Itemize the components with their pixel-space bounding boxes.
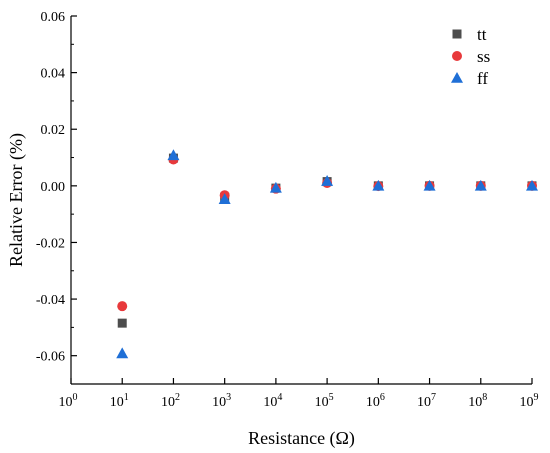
x-tick-label: 100 xyxy=(59,392,78,410)
x-axis-title: Resistance (Ω) xyxy=(248,428,355,449)
x-tick-label: 106 xyxy=(366,392,385,410)
y-tick-label: 0.06 xyxy=(41,10,66,25)
x-tick-label: 108 xyxy=(468,392,487,410)
point-ff xyxy=(423,179,436,191)
legend-marker-tt xyxy=(452,29,462,39)
y-tick-label: 0.00 xyxy=(41,180,66,195)
x-tick-label: 101 xyxy=(110,392,129,410)
x-tick-label: 107 xyxy=(417,392,436,410)
legend-label-ff: ff xyxy=(477,69,488,88)
y-tick-label: -0.06 xyxy=(36,350,65,365)
x-tick-label: 105 xyxy=(315,392,334,410)
y-tick-label: 0.04 xyxy=(41,67,66,82)
point-ff xyxy=(218,193,231,204)
point-ff xyxy=(321,175,334,186)
point-ff xyxy=(372,179,385,191)
legend-label-ss: ss xyxy=(477,47,490,66)
legend-label-tt: tt xyxy=(477,25,487,44)
legend-marker-ff xyxy=(451,72,463,83)
x-tick-label: 103 xyxy=(212,392,231,410)
y-axis-title: Relative Error (%) xyxy=(6,133,27,267)
legend-marker-ss xyxy=(452,51,462,61)
point-ff xyxy=(167,149,180,161)
y-tick-label: -0.02 xyxy=(36,236,65,251)
data-points xyxy=(116,149,538,359)
y-tick-label: 0.02 xyxy=(41,123,66,138)
axes: -0.06 -0.04 -0.02 0.00 0.02 0.04 0.06 100 101 102… xyxy=(36,10,539,410)
y-tick-label: -0.04 xyxy=(36,293,65,308)
point-ff xyxy=(526,179,538,191)
point-ff xyxy=(269,181,282,193)
point-ss xyxy=(117,301,128,312)
legend: tt ss ff xyxy=(451,25,490,88)
x-tick-label: 104 xyxy=(263,392,282,410)
x-tick-label: 109 xyxy=(520,392,539,410)
point-ff xyxy=(116,347,129,359)
point-tt xyxy=(117,318,127,328)
point-ff xyxy=(474,179,487,191)
x-tick-label: 102 xyxy=(161,392,180,410)
